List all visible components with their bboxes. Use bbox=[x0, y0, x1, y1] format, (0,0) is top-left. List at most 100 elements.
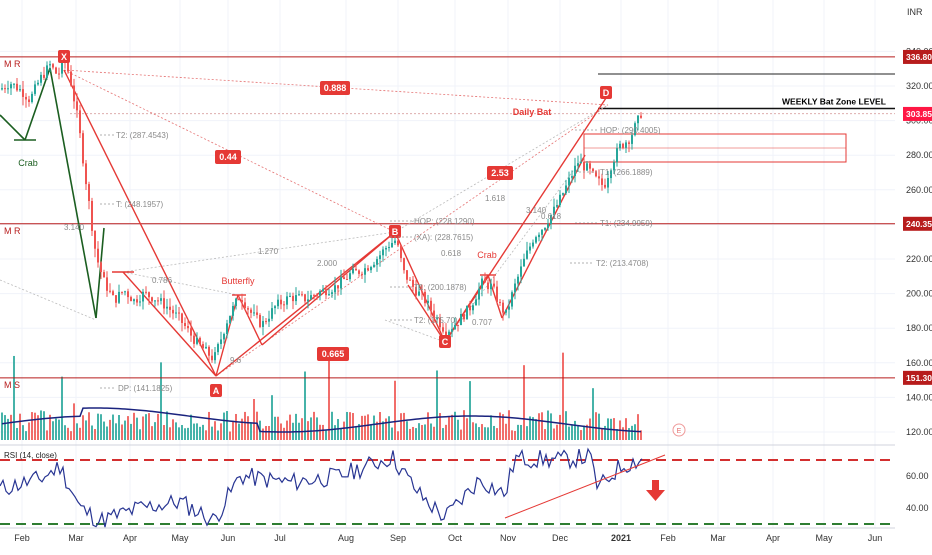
candle-body bbox=[421, 291, 423, 293]
fib-connector bbox=[122, 271, 239, 296]
point-marker-d bbox=[600, 86, 612, 99]
volume-bar bbox=[274, 416, 276, 440]
fib-label: 3.140 bbox=[64, 223, 85, 232]
candle-body bbox=[406, 270, 408, 280]
volume-bar bbox=[373, 415, 375, 440]
target-label: DP: (141.1825) bbox=[118, 384, 173, 393]
candle-body bbox=[349, 273, 351, 280]
candle-body bbox=[307, 299, 309, 302]
pattern-leg bbox=[122, 271, 217, 377]
ratio-label: 2.53 bbox=[491, 168, 509, 178]
volume-bar bbox=[364, 415, 366, 440]
volume-bar bbox=[508, 410, 510, 440]
volume-bar bbox=[238, 423, 240, 440]
candle-body bbox=[241, 300, 243, 303]
candle-body bbox=[265, 321, 267, 323]
candle-body bbox=[244, 302, 246, 309]
point-label: X bbox=[61, 52, 67, 62]
fib-connector bbox=[0, 279, 97, 321]
volume-bar bbox=[625, 418, 627, 440]
candle-body bbox=[616, 148, 618, 163]
x-tick-label: Apr bbox=[123, 533, 137, 543]
target-label: T2: (175.70) bbox=[414, 316, 458, 325]
volume-bar bbox=[100, 414, 102, 440]
candle-body bbox=[160, 298, 162, 301]
candle-body bbox=[319, 291, 321, 296]
harmonic-leg bbox=[24, 67, 51, 141]
volume-bar bbox=[91, 425, 93, 440]
candle-body bbox=[484, 278, 486, 283]
volume-bar bbox=[379, 412, 381, 440]
event-marker-icon[interactable] bbox=[672, 423, 686, 437]
volume-bar bbox=[616, 429, 618, 440]
candle-body bbox=[238, 298, 240, 301]
ratio-label: 0.44 bbox=[219, 152, 237, 162]
volume-bar bbox=[196, 423, 198, 440]
volume-bar bbox=[397, 431, 399, 440]
x-tick-label: Oct bbox=[448, 533, 463, 543]
volume-bar bbox=[250, 422, 252, 440]
volume-bar bbox=[463, 410, 465, 440]
candle-body bbox=[187, 326, 189, 329]
volume-bar bbox=[331, 411, 333, 440]
candle-body bbox=[493, 283, 495, 287]
candle-body bbox=[382, 249, 384, 256]
volume-bar bbox=[484, 427, 486, 440]
volume-bar bbox=[271, 395, 273, 440]
ratio-label: 0.665 bbox=[322, 349, 345, 359]
volume-bar bbox=[394, 380, 396, 440]
candle-body bbox=[163, 298, 165, 309]
candle-body bbox=[388, 247, 390, 249]
volume-bar bbox=[499, 412, 501, 440]
candle-body bbox=[610, 170, 612, 179]
candle-body bbox=[298, 294, 300, 296]
ratio-label: 0.888 bbox=[324, 83, 347, 93]
candle-body bbox=[43, 74, 45, 78]
volume-bar bbox=[127, 416, 129, 440]
volume-bar bbox=[556, 424, 558, 440]
volume-bar bbox=[583, 425, 585, 440]
candle-body bbox=[535, 237, 537, 243]
volume-bar bbox=[412, 426, 414, 440]
candle-body bbox=[154, 300, 156, 302]
volume-bar bbox=[103, 421, 105, 440]
volume-bar bbox=[466, 418, 468, 440]
volume-bar bbox=[370, 424, 372, 440]
volume-bar bbox=[67, 427, 69, 440]
volume-bar bbox=[247, 416, 249, 440]
price-tag-label: 303.85 bbox=[906, 109, 932, 119]
point-marker-a bbox=[210, 384, 222, 397]
volume-bar bbox=[79, 427, 81, 440]
volume-bar bbox=[496, 428, 498, 440]
target-label: T: (248.1957) bbox=[116, 200, 163, 209]
volume-bar bbox=[13, 355, 15, 440]
fib-connector bbox=[384, 319, 446, 343]
candle-body bbox=[106, 277, 108, 291]
candle-body bbox=[490, 283, 492, 290]
x-tick-label: Sep bbox=[390, 533, 406, 543]
volume-bar bbox=[631, 425, 633, 440]
candle-body bbox=[70, 71, 72, 86]
harmonic-leg bbox=[95, 227, 105, 319]
volume-bar bbox=[283, 427, 285, 440]
volume-bar bbox=[313, 411, 315, 440]
volume-bar bbox=[190, 414, 192, 440]
candle-body bbox=[409, 279, 411, 281]
volume-bar bbox=[1, 412, 3, 440]
candle-body bbox=[427, 300, 429, 304]
price-tag-label: 240.35 bbox=[906, 219, 932, 229]
candle-body bbox=[136, 299, 138, 303]
target-label: T1: (200.1878) bbox=[414, 283, 467, 292]
price-tag-label: 151.30 bbox=[906, 373, 932, 383]
candle-body bbox=[277, 299, 279, 307]
volume-bar bbox=[193, 423, 195, 440]
volume-bar bbox=[136, 417, 138, 440]
volume-bar bbox=[295, 413, 297, 440]
volume-bar bbox=[223, 412, 225, 440]
candle-body bbox=[190, 328, 192, 336]
candle-body bbox=[118, 291, 120, 303]
volume-bar bbox=[121, 424, 123, 440]
volume-bar bbox=[436, 370, 438, 440]
volume-bar bbox=[58, 419, 60, 440]
